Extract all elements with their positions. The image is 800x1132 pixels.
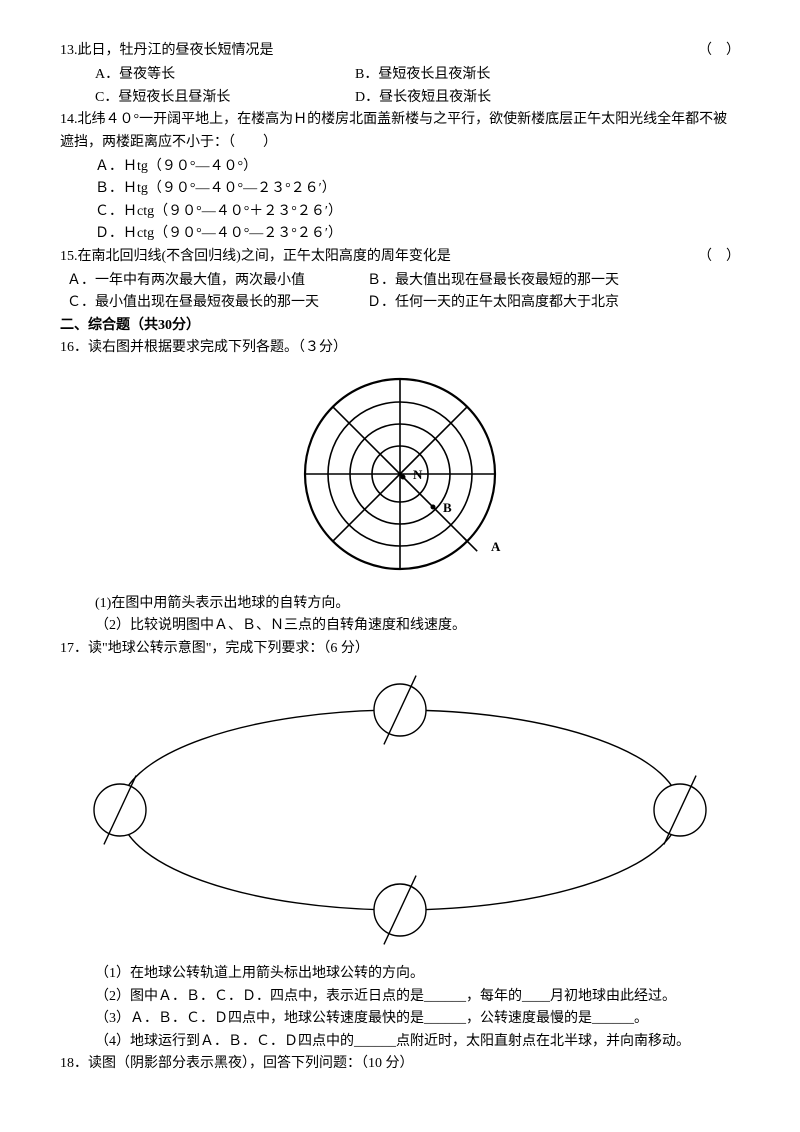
q13-opt-d: D．昼长夜短且夜渐长 [355,87,491,109]
question-16: 16．读右图并根据要求完成下列各题。（３分） [60,337,740,359]
q13-opt-b: B．昼短夜长且夜渐长 [355,64,490,86]
q16-stem: 16．读右图并根据要求完成下列各题。（３分） [60,340,347,355]
q13-paren: （ ） [698,40,740,62]
question-18: 18．读图（阴影部分表示黑夜），回答下列问题：（10 分） [60,1053,740,1075]
q17-figure [60,670,740,958]
q15-opt-c: Ｃ．最小值出现在昼最短夜最长的那一天 [67,292,367,314]
polar-view-diagram: N B A [295,369,505,579]
q17-sub4: （4）地球运行到Ａ．Ｂ．Ｃ．Ｄ四点中的______点附近时，太阳直射点在北半球，… [60,1031,740,1053]
question-13: 13.此日，牡丹江的昼夜长短情况是 （ ） [60,40,740,62]
svg-text:B: B [443,500,452,515]
q13-stem: 13.此日，牡丹江的昼夜长短情况是 [60,43,274,58]
revolution-orbit-diagram [80,670,720,950]
q15-stem: 15.在南北回归线(不含回归线)之间，正午太阳高度的周年变化是 [60,249,451,264]
q15-options: Ａ．一年中有两次最大值，两次最小值 Ｂ．最大值出现在昼最长夜最短的那一天 Ｃ．最… [60,270,740,315]
question-17: 17．读"地球公转示意图"，完成下列要求：（6 分） [60,638,740,660]
svg-text:A: A [491,539,501,554]
q18-stem: 18．读图（阴影部分表示黑夜），回答下列问题：（10 分） [60,1056,414,1071]
section-2-title: 二、综合题（共30分） [60,315,740,337]
q17-stem: 17．读"地球公转示意图"，完成下列要求：（6 分） [60,641,369,656]
q16-sub1: (1)在图中用箭头表示出地球的自转方向。 [60,593,740,615]
question-15: 15.在南北回归线(不含回归线)之间，正午太阳高度的周年变化是 （ ） [60,246,740,268]
q15-paren: （ ） [698,246,740,268]
q14-opt-a: Ａ．Ｈtg（９０°—４０°） [95,156,740,178]
q14-opt-b: Ｂ．Ｈtg（９０°—４０°—２３°２６′） [95,178,740,200]
q15-opt-b: Ｂ．最大值出现在昼最长夜最短的那一天 [367,270,619,292]
q13-opt-a: A．昼夜等长 [95,64,355,86]
q15-opt-d: Ｄ．任何一天的正午太阳高度都大于北京 [367,292,619,314]
q17-sub1: （1）在地球公转轨道上用箭头标出地球公转的方向。 [60,963,740,985]
q14-stem: 14.北纬４０°一开阔平地上，在楼高为Ｈ的楼房北面盖新楼与之平行，欲使新楼底层正… [60,112,727,149]
q14-opt-c: Ｃ．Ｈctg（９０°—４０°＋２３°２６′） [95,201,740,223]
q17-sub3: （3）Ａ．Ｂ．Ｃ．Ｄ四点中，地球公转速度最快的是______，公转速度最慢的是_… [60,1008,740,1030]
q16-figure: N B A [60,369,740,587]
q13-opt-c: C．昼短夜长且昼渐长 [95,87,355,109]
q17-sub2: （2）图中Ａ．Ｂ．Ｃ．Ｄ．四点中，表示近日点的是______，每年的____月初… [60,986,740,1008]
q14-opt-d: Ｄ．Ｈctg（９０°—４０°—２３°２６′） [95,223,740,245]
q15-opt-a: Ａ．一年中有两次最大值，两次最小值 [67,270,367,292]
q13-options: A．昼夜等长 B．昼短夜长且夜渐长 C．昼短夜长且昼渐长 D．昼长夜短且夜渐长 [60,64,740,109]
q16-sub2: （2）比较说明图中Ａ、Ｂ、Ｎ三点的自转角速度和线速度。 [60,615,740,637]
q14-options: Ａ．Ｈtg（９０°—４０°） Ｂ．Ｈtg（９０°—４０°—２３°２６′） Ｃ．Ｈ… [60,156,740,246]
svg-text:N: N [413,467,423,482]
question-14: 14.北纬４０°一开阔平地上，在楼高为Ｈ的楼房北面盖新楼与之平行，欲使新楼底层正… [60,109,740,154]
